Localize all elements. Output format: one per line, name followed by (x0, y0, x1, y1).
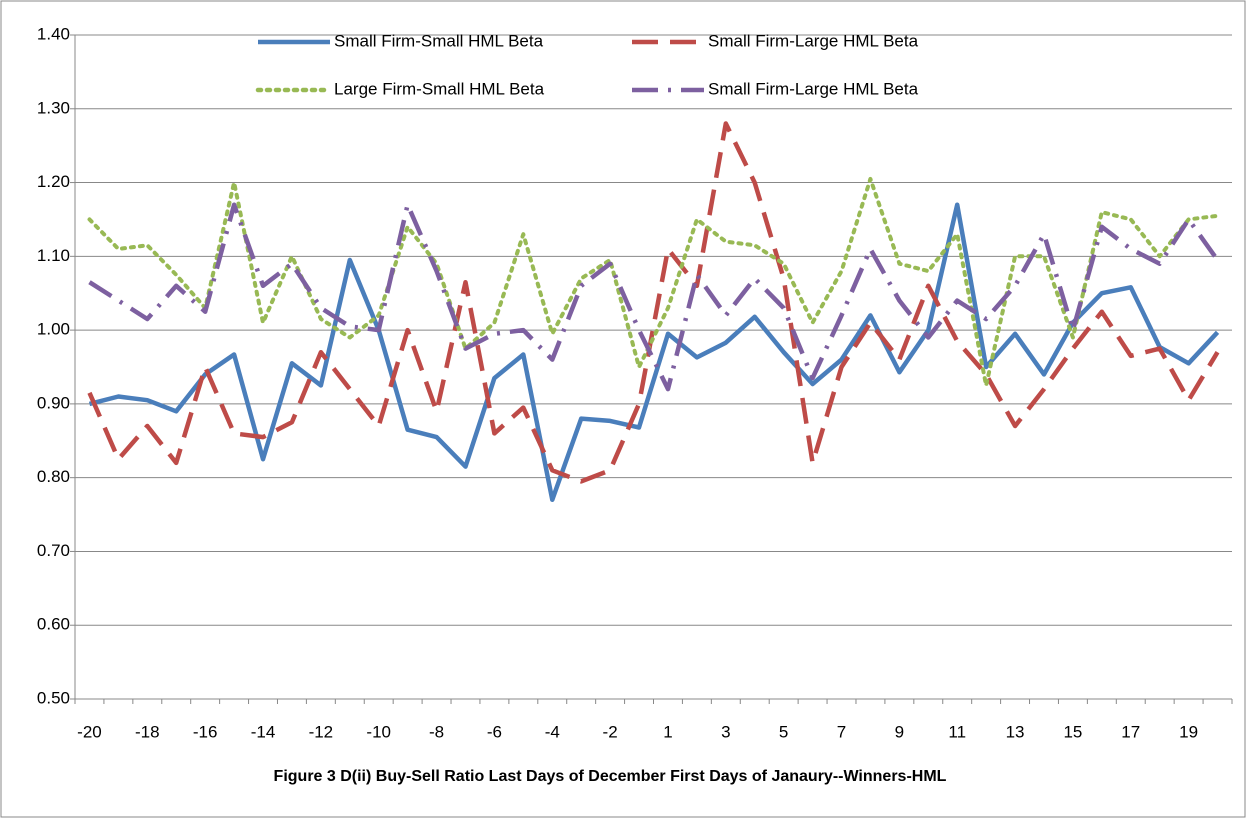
chart-title: Figure 3 D(ii) Buy-Sell Ratio Last Days … (274, 768, 947, 785)
legend-label: Small Firm-Large HML Beta (708, 31, 919, 50)
series-line (88, 202, 1220, 392)
y-tick-label: 0.70 (37, 541, 70, 560)
legend-label: Small Firm-Large HML Beta (708, 79, 919, 98)
legend-label: Small Firm-Small HML Beta (334, 31, 544, 50)
y-tick-label: 0.80 (37, 467, 70, 486)
x-tick-label: -4 (545, 722, 560, 741)
x-tick-label: -14 (251, 722, 276, 741)
x-tick-label: 13 (1006, 722, 1025, 741)
series-line (87, 121, 1220, 484)
x-tick-label: -18 (135, 722, 160, 741)
x-tick-label: 19 (1179, 722, 1198, 741)
x-tick-label: -8 (429, 722, 444, 741)
y-tick-label: 1.40 (37, 24, 70, 43)
y-tick-label: 1.00 (37, 320, 70, 339)
x-tick-label: 7 (837, 722, 846, 741)
y-tick-label: 0.50 (37, 688, 70, 707)
x-tick-label: -6 (487, 722, 502, 741)
x-tick-label: 15 (1063, 722, 1082, 741)
x-tick-label: 17 (1121, 722, 1140, 741)
series-line (88, 202, 1220, 503)
y-tick-label: 1.30 (37, 98, 70, 117)
x-tick-label: -2 (603, 722, 618, 741)
y-tick-label: 0.90 (37, 393, 70, 412)
y-tick-label: 0.60 (37, 615, 70, 634)
x-tick-label: 1 (663, 722, 672, 741)
y-tick-label: 1.10 (37, 246, 70, 265)
x-tick-label: -10 (366, 722, 391, 741)
x-tick-label: -12 (309, 722, 334, 741)
x-tick-label: 5 (779, 722, 788, 741)
x-tick-label: -16 (193, 722, 218, 741)
x-tick-label: 9 (895, 722, 904, 741)
legend-label: Large Firm-Small HML Beta (334, 79, 545, 98)
x-tick-label: -20 (77, 722, 102, 741)
y-tick-label: 1.20 (37, 172, 70, 191)
x-tick-label: 3 (721, 722, 730, 741)
x-tick-label: 11 (948, 722, 966, 741)
